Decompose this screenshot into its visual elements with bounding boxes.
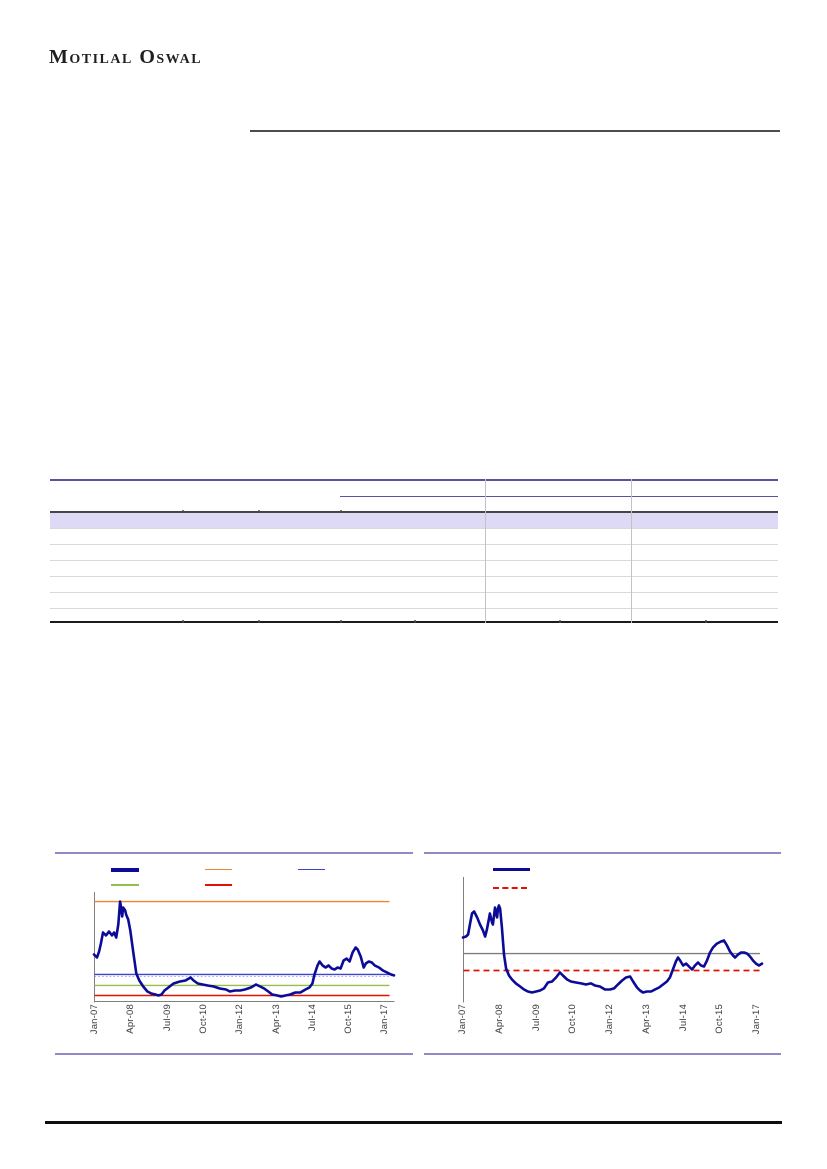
- left-chart-plot: [92, 892, 396, 1003]
- chart-frame-top: [55, 852, 413, 854]
- legend-swatch-red: [205, 883, 232, 886]
- x-tick-label: Jul-14: [306, 1004, 318, 1032]
- brand-logo: Motilal Oswal: [49, 46, 203, 68]
- table-row-line: [50, 527, 778, 529]
- table-column-divider: [485, 479, 486, 623]
- table-row-line: [50, 607, 778, 609]
- chart-frame-bottom: [424, 1053, 781, 1055]
- table-row-line: [50, 591, 778, 593]
- table-highlight-row: [50, 512, 778, 528]
- table-row-line: [50, 575, 778, 577]
- primary-line: [92, 900, 396, 998]
- legend-swatch-navy: [111, 868, 139, 872]
- x-tick-label: Oct-10: [567, 1004, 579, 1034]
- table-col-notch: [340, 510, 342, 513]
- table-col-notch: [559, 620, 561, 623]
- table-col-notch: [258, 620, 260, 623]
- legend-swatch-blue: [298, 868, 325, 871]
- chart-frame-top: [424, 852, 781, 854]
- x-tick-label: Jan-17: [751, 1004, 762, 1035]
- x-tick-label: Oct-15: [343, 1004, 355, 1034]
- legend-swatch-orange: [205, 868, 232, 871]
- table-col-notch: [705, 620, 707, 623]
- table-subheader-underline: [340, 495, 778, 498]
- table-col-notch: [182, 620, 184, 623]
- table-row-line: [50, 543, 778, 545]
- x-tick-label: Apr-08: [493, 1004, 505, 1034]
- left-chart: Jan-07 Apr-08 Jul-09 Oct-10 Jan-12 Apr-13 Jul-…: [55, 852, 413, 1055]
- x-tick-label: Jan-17: [379, 1004, 391, 1035]
- x-tick-label: Jul-09: [161, 1004, 173, 1032]
- table-col-notch: [258, 510, 260, 513]
- x-tick-label: Jan-12: [234, 1004, 246, 1035]
- x-tick-label: Jan-07: [457, 1004, 468, 1035]
- footer-rule: [45, 1121, 782, 1124]
- header-rule: [250, 130, 780, 132]
- legend-swatch-red-dashed: [493, 886, 527, 889]
- x-tick-label: Jul-14: [677, 1004, 689, 1032]
- table-row-line: [50, 560, 778, 561]
- x-tick-label: Jan-07: [89, 1004, 100, 1035]
- table-column-divider: [631, 479, 632, 623]
- right-chart: Jan-07 Apr-08 Jul-09 Oct-10 Jan-12 Apr-13 Jul-…: [424, 852, 781, 1055]
- chart-frame-bottom: [55, 1053, 413, 1055]
- x-tick-label: Jul-09: [530, 1004, 542, 1032]
- x-tick-label: Apr-13: [270, 1004, 282, 1034]
- legend-swatch-green: [111, 884, 139, 886]
- table-col-notch: [414, 620, 416, 623]
- x-tick-label: Jan-12: [604, 1004, 615, 1035]
- financial-summary-table: [50, 479, 778, 624]
- table-top-border: [50, 479, 778, 481]
- x-tick-label: Oct-10: [197, 1004, 209, 1034]
- x-tick-label: Apr-13: [640, 1004, 652, 1034]
- x-tick-label: Apr-08: [125, 1004, 137, 1034]
- table-highlight-top-border: [50, 511, 778, 513]
- x-tick-label: Oct-15: [714, 1004, 726, 1034]
- right-chart-plot: [461, 877, 764, 1003]
- table-col-notch: [340, 620, 342, 623]
- table-col-notch: [182, 510, 184, 513]
- legend-swatch-navy: [493, 867, 530, 871]
- primary-line: [461, 904, 764, 994]
